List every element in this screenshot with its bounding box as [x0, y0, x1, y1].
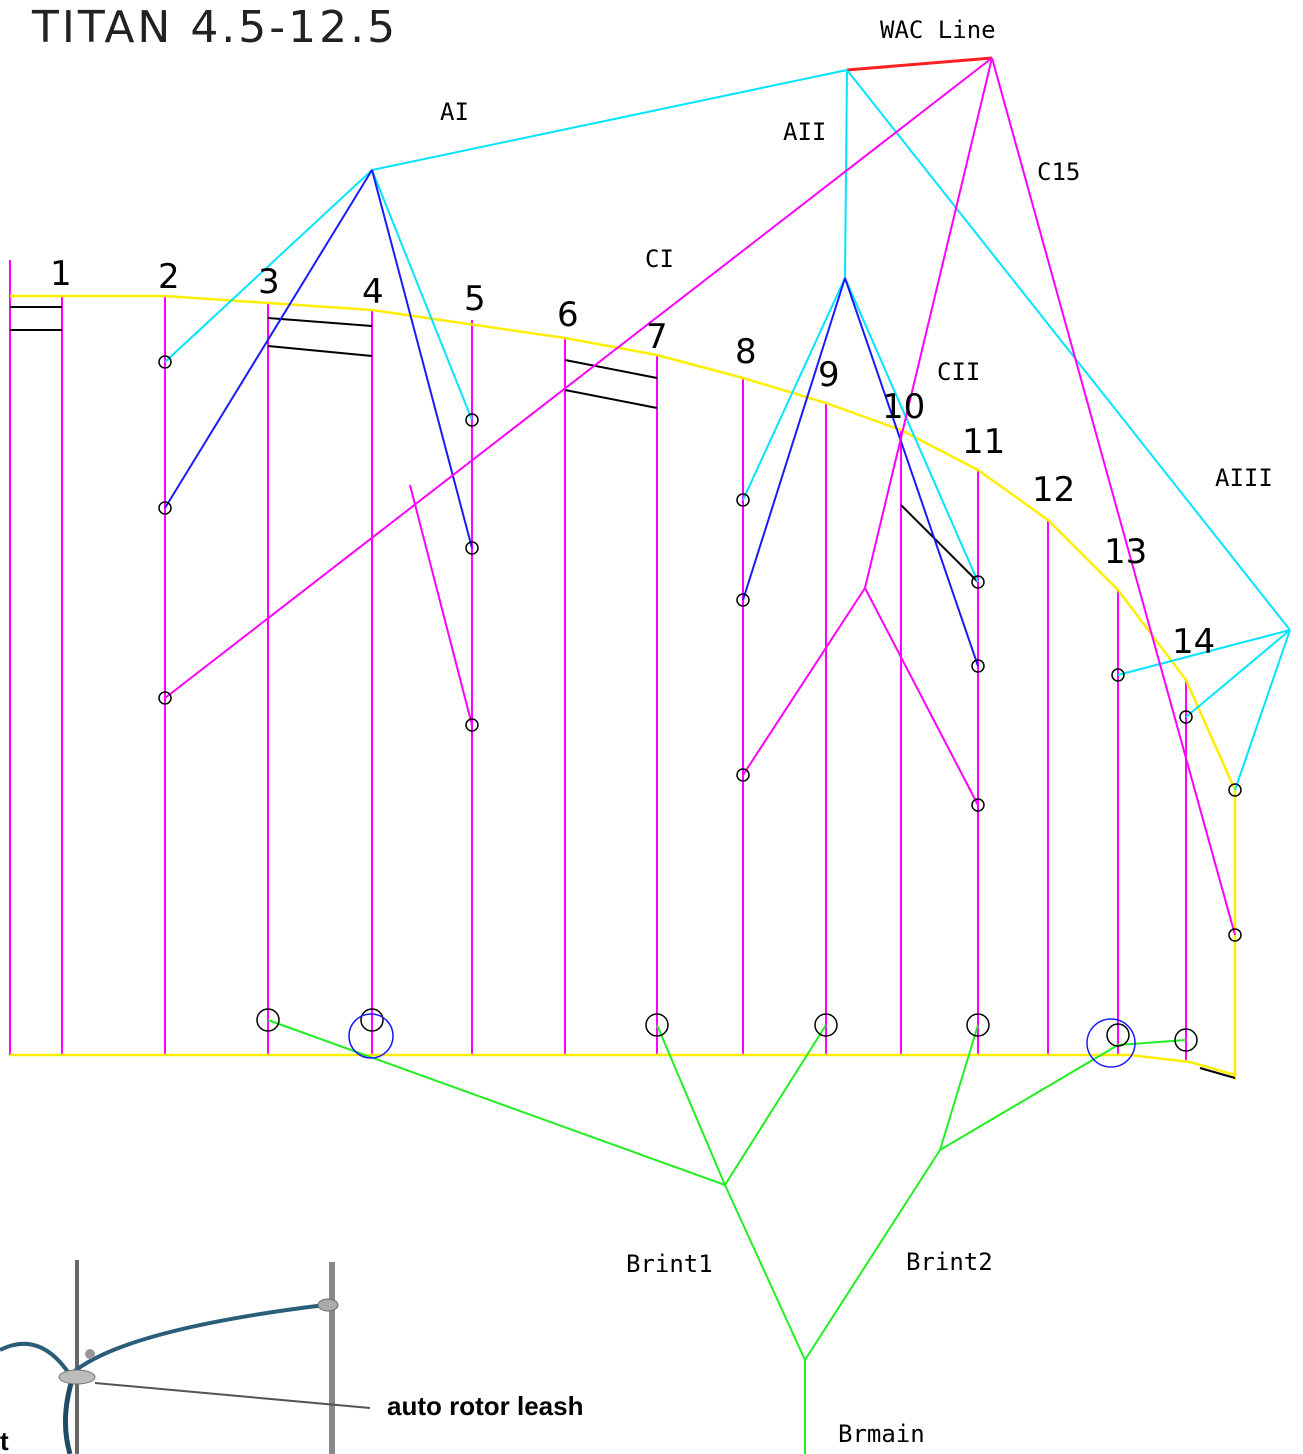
rib-number: 14: [1172, 622, 1215, 662]
attachment-points: [158, 355, 1242, 1068]
inset-photo: [0, 1260, 371, 1454]
line-label: AI: [440, 98, 469, 126]
inset-cut-text: t: [0, 1426, 9, 1454]
rib-number: 8: [735, 332, 757, 372]
rib-number: 2: [158, 257, 180, 297]
rib-number: 11: [962, 422, 1005, 462]
rib-number: 7: [646, 317, 668, 357]
line-label: CI: [645, 245, 674, 273]
rib-number: 10: [882, 387, 925, 427]
title: TITAN 4.5-12.5: [31, 2, 398, 53]
cell-bars: [10, 306, 1236, 1079]
inset-callout: auto rotor leash: [387, 1391, 583, 1421]
line-label: Brmain: [838, 1420, 925, 1448]
line-label: AIII: [1215, 464, 1273, 492]
line-label: C15: [1037, 158, 1080, 186]
rib-number: 6: [557, 295, 579, 335]
rib-number: 9: [818, 355, 840, 395]
rib-number: 5: [464, 279, 486, 319]
texts: TITAN 4.5-12.5 WAC Line AI AII C15 CI CI…: [0, 2, 1273, 1454]
rib-number: 3: [258, 262, 280, 302]
line-label: Brint2: [906, 1248, 993, 1276]
line-label: Brint1: [626, 1250, 713, 1278]
brake-lines: [267, 1019, 1187, 1454]
line-label: CII: [937, 358, 980, 386]
wing-outline: [10, 294, 1237, 1080]
rib-number: 13: [1104, 532, 1147, 572]
rib-number: 4: [362, 272, 384, 312]
line-label: AII: [783, 118, 826, 146]
c-lines: [164, 57, 1236, 936]
rib-number: 1: [50, 254, 72, 294]
a-lines: [164, 69, 1291, 791]
b-lines: [164, 169, 979, 667]
rib-number: 12: [1032, 470, 1075, 510]
line-label: WAC Line: [880, 16, 996, 44]
rib-lines: [9, 260, 1187, 1060]
wac-line: [846, 56, 993, 72]
